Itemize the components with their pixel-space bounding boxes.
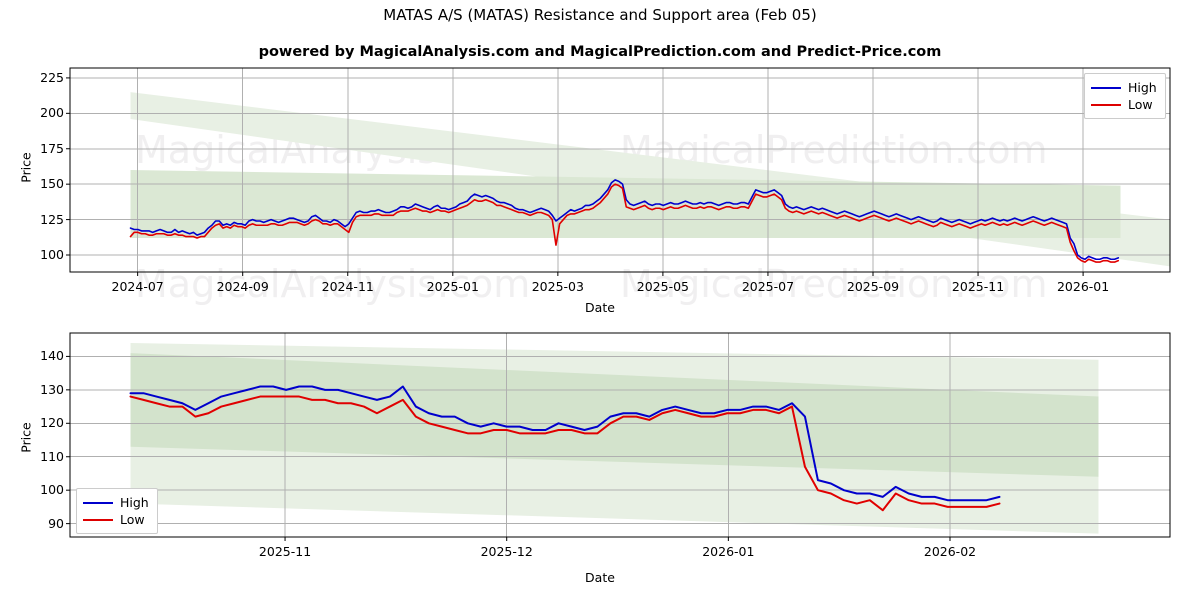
legend-row-high: High	[83, 494, 149, 511]
lower-chart-legend[interactable]: High Low	[76, 488, 158, 534]
series-line-low	[129, 395, 1001, 512]
legend-label-low: Low	[1128, 97, 1153, 112]
plot-frame	[69, 67, 1171, 273]
series-line-low	[129, 183, 1120, 263]
legend-row-low: Low	[83, 511, 149, 528]
y-tick-label: 110	[40, 448, 64, 464]
legend-swatch-high	[83, 501, 113, 504]
page-title: MATAS A/S (MATAS) Resistance and Support…	[383, 6, 817, 24]
y-tick-label: 175	[40, 140, 64, 156]
series-line-high	[129, 179, 1120, 261]
legend-label-high: High	[1128, 80, 1157, 95]
legend-row-low: Low	[1091, 96, 1157, 113]
y-tick-label: 125	[40, 211, 64, 227]
series-line-high	[129, 385, 1001, 502]
lower-chart	[66, 332, 1171, 541]
legend-swatch-low	[83, 518, 113, 521]
y-tick-label: 150	[40, 176, 64, 192]
x-tick-label: 2024-11	[321, 279, 374, 294]
x-tick-label: 2024-09	[216, 279, 269, 294]
legend-label-high: High	[120, 495, 149, 510]
y-tick-label: 200	[40, 105, 64, 121]
y-tick-label: 140	[40, 348, 64, 364]
legend-swatch-low	[1091, 103, 1121, 106]
lower-chart-x-axis-label: Date	[585, 570, 615, 585]
x-tick-label: 2025-03	[531, 279, 584, 294]
x-tick-label: 2026-01	[1056, 279, 1110, 294]
y-tick-label: 90	[48, 515, 64, 531]
x-tick-label: 2025-09	[846, 279, 900, 294]
x-tick-label: 2025-11	[258, 544, 312, 559]
x-tick-label: 2024-07	[111, 279, 164, 294]
upper-chart-legend[interactable]: High Low	[1084, 73, 1166, 119]
legend-swatch-high	[1091, 86, 1121, 89]
y-tick-label: 100	[40, 482, 64, 498]
y-tick-label: 120	[40, 415, 64, 431]
x-tick-label: 2025-07	[741, 279, 795, 294]
plot-frame	[69, 332, 1171, 538]
x-tick-label: 2025-11	[951, 279, 1005, 294]
y-tick-label: 100	[40, 247, 64, 262]
y-tick-label: 130	[40, 381, 64, 397]
x-tick-label: 2025-05	[636, 279, 689, 294]
legend-row-high: High	[1091, 79, 1157, 96]
legend-label-low: Low	[120, 512, 145, 527]
x-tick-label: 2025-12	[480, 544, 533, 559]
upper-chart	[66, 67, 1171, 276]
page-subtitle: powered by MagicalAnalysis.com and Magic…	[258, 44, 942, 60]
x-tick-label: 2025-01	[426, 279, 479, 294]
x-tick-label: 2026-02	[923, 544, 977, 559]
x-tick-label: 2026-01	[702, 544, 755, 559]
y-tick-label: 225	[40, 69, 64, 85]
upper-chart-x-axis-label: Date	[585, 300, 615, 315]
